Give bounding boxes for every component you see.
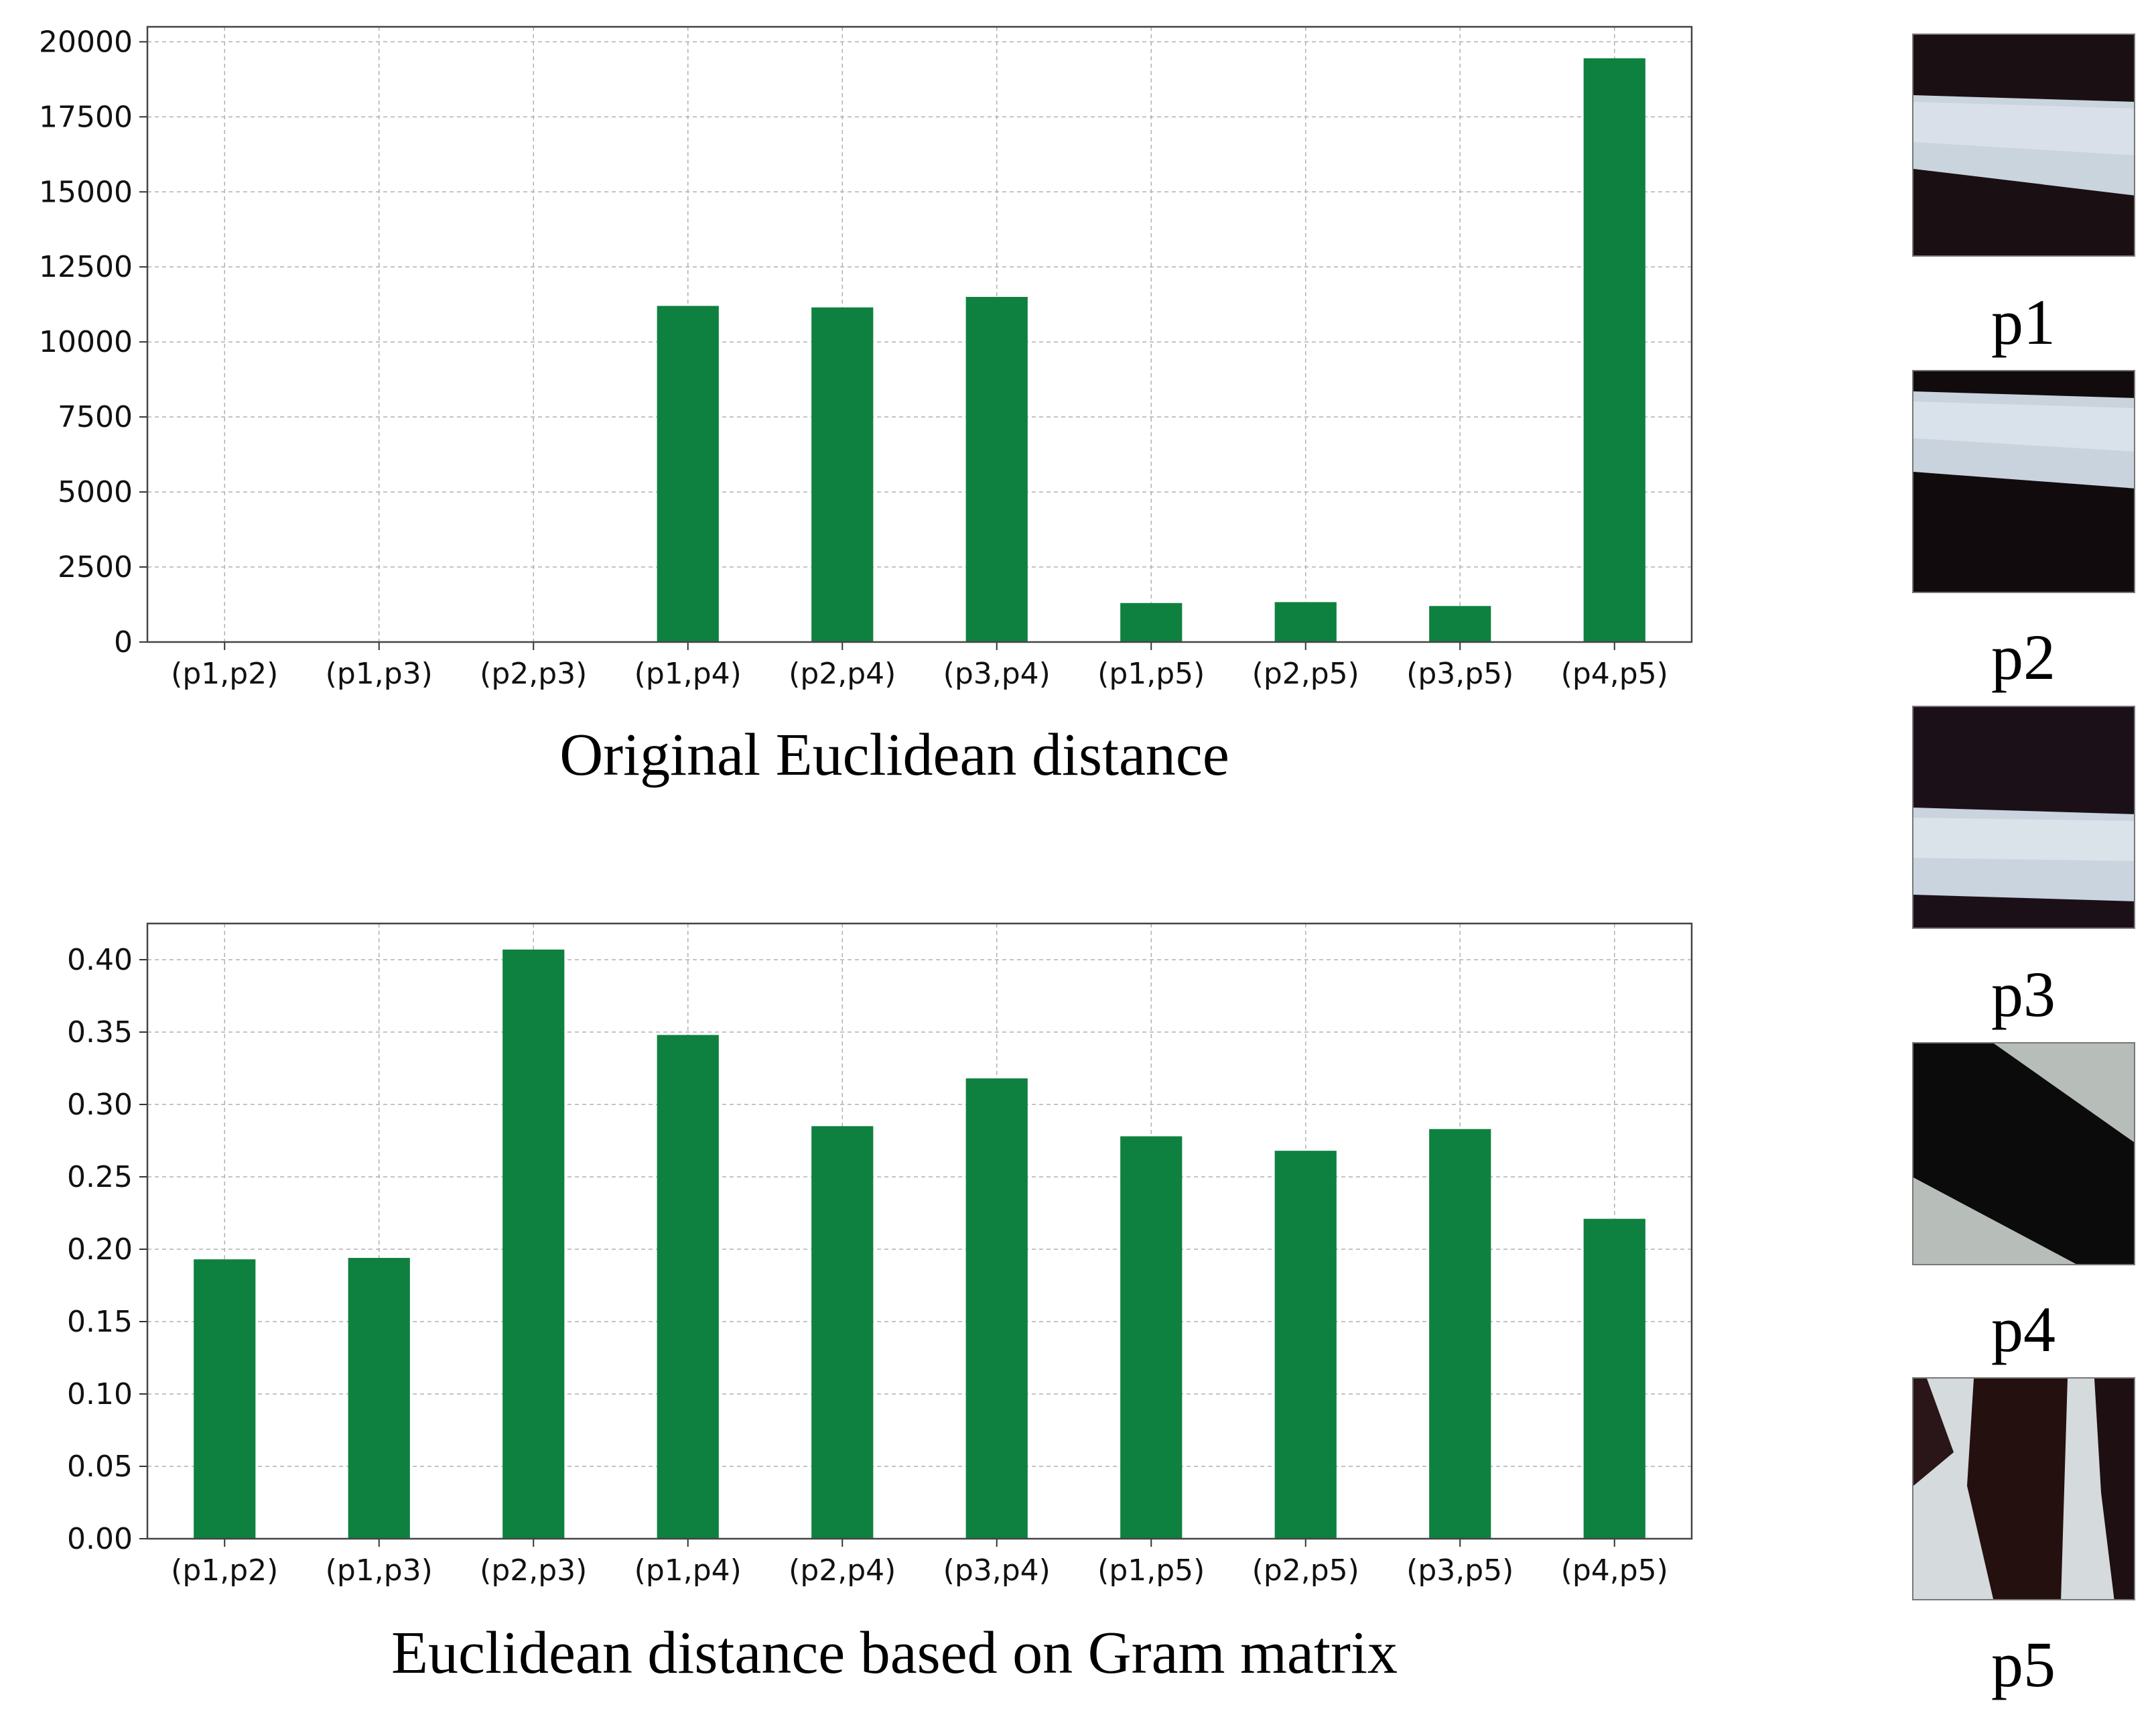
patch-p1-image [1912, 34, 2135, 257]
bar-p2p3 [502, 949, 565, 1539]
x-tick-label: (p2,p3) [480, 657, 587, 690]
patch-p5-image [1912, 1377, 2135, 1600]
patch-p3-label: p3 [1991, 958, 2056, 1030]
x-tick-label: (p2,p4) [789, 1553, 896, 1587]
patch-p5-label: p5 [1991, 1629, 2056, 1700]
bar-p1p5 [1120, 1136, 1183, 1539]
x-tick-label: (p2,p4) [789, 657, 896, 690]
bar-p1p2 [194, 1259, 256, 1539]
patch-p4-label: p4 [1991, 1293, 2056, 1365]
x-tick-label: (p4,p5) [1561, 1553, 1668, 1587]
y-tick-label: 0.05 [67, 1450, 133, 1484]
chart-gram-euclidean-svg: 0.00 0.05 0.10 0.15 0.20 0.25 0.30 0.35 0.40 (p1,… [67, 922, 1693, 1588]
y-tick-label: 7500 [58, 400, 133, 434]
y-tick-label: 0.35 [67, 1015, 133, 1049]
bar-p1p3 [348, 1257, 410, 1539]
x-tick-label: (p2,p5) [1252, 657, 1359, 690]
bar-p3p4 [965, 1078, 1028, 1539]
bar-p1p4 [657, 306, 719, 642]
y-tick-label: 20000 [39, 25, 133, 59]
plot-frame [146, 922, 1693, 1540]
patch-p2-image [1912, 370, 2135, 593]
x-tick-label: (p3,p5) [1406, 1553, 1513, 1587]
bar-p2p5 [1274, 602, 1337, 642]
chart-gram-euclidean: 0.00 0.05 0.10 0.15 0.20 0.25 0.30 0.35 0.40 (p1,… [0, 903, 1715, 1588]
bar-p3p4 [965, 297, 1028, 642]
y-tick-label: 0.20 [67, 1232, 133, 1267]
y-tick-label: 0.30 [67, 1088, 133, 1122]
bar-p4p5 [1583, 1218, 1645, 1539]
x-tick-label: (p1,p5) [1097, 657, 1205, 690]
y-tick-label: 0.00 [67, 1522, 133, 1556]
chart-original-euclidean: 0 2500 5000 7500 10000 12500 15000 17500 20000 (p… [0, 7, 1715, 691]
chart-title-gram: Euclidean distance based on Gram matrix [391, 1620, 1398, 1686]
x-tick-label: (p1,p5) [1097, 1553, 1205, 1587]
x-tick-label: (p1,p2) [171, 657, 278, 690]
bar-p2p4 [811, 307, 874, 642]
y-tick-label: 10000 [39, 325, 133, 359]
chart-title-original: Original Euclidean distance [559, 722, 1229, 788]
patch-p2-label: p2 [1991, 621, 2056, 693]
bar-p2p4 [811, 1126, 874, 1539]
y-tick-label: 2500 [58, 550, 133, 584]
patch-p4-image [1912, 1042, 2135, 1265]
chart-original-euclidean-svg: 0 2500 5000 7500 10000 12500 15000 17500 20000 (p… [39, 25, 1693, 691]
grid-lines [147, 27, 1692, 643]
bar-p1p5 [1120, 602, 1183, 642]
plot-frame [146, 25, 1693, 643]
y-tick-label: 0 [114, 625, 133, 659]
y-tick-label: 12500 [39, 250, 133, 284]
x-tick-label: (p3,p4) [943, 1553, 1051, 1587]
bar-p1p4 [657, 1035, 719, 1539]
x-tick-label: (p2,p5) [1252, 1553, 1359, 1587]
y-tick-label: 15000 [39, 175, 133, 209]
y-tick-label: 0.40 [67, 943, 133, 977]
x-tick-label: (p3,p4) [943, 657, 1051, 690]
x-tick-label: (p1,p3) [326, 657, 433, 690]
x-tick-label: (p1,p2) [171, 1553, 278, 1587]
bar-p4p5 [1583, 58, 1645, 642]
y-tick-label: 0.10 [67, 1377, 133, 1411]
patch-p1-label: p1 [1991, 286, 2056, 358]
bar-p2p5 [1274, 1151, 1337, 1539]
x-tick-label: (p4,p5) [1561, 657, 1668, 690]
patch-p3-image [1912, 706, 2135, 929]
x-tick-label: (p2,p3) [480, 1553, 587, 1587]
x-tick-label: (p1,p3) [326, 1553, 433, 1587]
y-tick-label: 0.15 [67, 1305, 133, 1339]
x-tick-label: (p3,p5) [1406, 657, 1513, 690]
bar-p3p5 [1429, 1129, 1491, 1539]
x-tick-label: (p1,p4) [634, 1553, 742, 1587]
y-tick-label: 0.25 [67, 1160, 133, 1194]
y-tick-label: 5000 [58, 475, 133, 509]
x-tick-label: (p1,p4) [634, 657, 742, 690]
bar-p3p5 [1429, 606, 1491, 642]
y-tick-label: 17500 [39, 100, 133, 134]
